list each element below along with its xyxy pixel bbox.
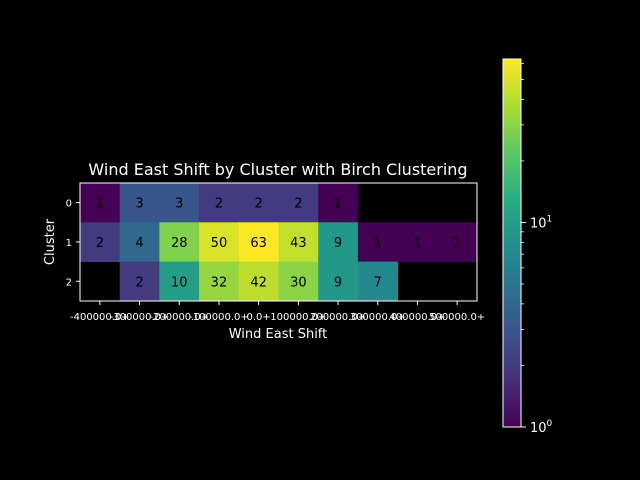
x-tick-label: -100000.0+ bbox=[189, 312, 249, 323]
x-tick-label: 300000.0+ bbox=[350, 312, 406, 323]
colorbar-ticks: 100 101 bbox=[521, 62, 553, 436]
cell-value-label: 2 bbox=[96, 236, 104, 251]
cell-value-label: 3 bbox=[135, 197, 143, 212]
heatmap-cell-0-2 bbox=[159, 183, 200, 223]
cell-value-label: 4 bbox=[135, 236, 143, 251]
heatmap-cell-0-1 bbox=[119, 183, 160, 223]
heatmap-cell-2-1 bbox=[119, 261, 160, 302]
colorbar: 100 101 bbox=[502, 58, 553, 436]
x-tick-label: 100000.0+ bbox=[270, 312, 326, 323]
heatmap-cell-0-4 bbox=[238, 183, 279, 223]
y-axis-ticks: 0 1 2 bbox=[66, 199, 80, 288]
x-tick-label: -300000.0+ bbox=[110, 312, 170, 323]
heatmap-cell-0-0 bbox=[80, 183, 121, 223]
cell-value-label: 9 bbox=[334, 236, 342, 251]
cell-value-label: 50 bbox=[211, 236, 228, 251]
x-tick-label: -200000.0+ bbox=[149, 312, 209, 323]
heatmap-cell-1-4 bbox=[238, 222, 279, 263]
cell-value-label: 1 bbox=[413, 236, 421, 251]
cell-value-label: 10 bbox=[171, 275, 188, 290]
heatmap-cell-1-2 bbox=[159, 222, 200, 263]
heatmap-cell-1-1 bbox=[119, 222, 160, 263]
cell-value-label: 1 bbox=[374, 236, 382, 251]
heatmap-plot: 1 3 3 2 2 2 12 4 28 50 63 43 9 1 1 12 10 32 42 30 9 7 bbox=[80, 183, 478, 302]
heatmap-cell-2-6 bbox=[318, 261, 359, 302]
chart-title: Wind East Shift by Cluster with Birch Cl… bbox=[88, 160, 467, 179]
heatmap-cell-1-9 bbox=[437, 222, 478, 263]
colorbar-gradient bbox=[502, 58, 522, 428]
x-tick-label: -400000.0+ bbox=[70, 312, 130, 323]
heatmap-cell-1-5 bbox=[278, 222, 319, 263]
heatmap-cell-0-6 bbox=[318, 183, 359, 223]
cell-value-label: 42 bbox=[250, 275, 267, 290]
cell-value-label: 9 bbox=[334, 275, 342, 290]
x-tick-label: 200000.0+ bbox=[310, 312, 366, 323]
heatmap-cell-2-5 bbox=[278, 261, 319, 302]
cell-value-label: 28 bbox=[171, 236, 188, 251]
colorbar-tick-label: 100 bbox=[530, 419, 553, 436]
cell-value-label: 2 bbox=[255, 197, 263, 212]
heatmap-cell-1-8 bbox=[397, 222, 438, 263]
heatmap-cell-1-7 bbox=[357, 222, 399, 263]
cell-value-label: 63 bbox=[250, 236, 267, 251]
heatmap-cell-1-0 bbox=[80, 222, 121, 263]
heatmap-cell-0-3 bbox=[199, 183, 240, 223]
heatmap-cell-2-7 bbox=[357, 261, 399, 302]
y-tick-label: 1 bbox=[66, 238, 72, 249]
y-tick-label: 0 bbox=[66, 199, 72, 210]
x-tick-label: 500000.0+ bbox=[429, 312, 485, 323]
x-tick-label: 0.0+ bbox=[247, 312, 271, 323]
y-axis-label: Cluster bbox=[43, 218, 58, 265]
cell-value-label: 1 bbox=[334, 197, 342, 212]
y-tick-label: 2 bbox=[66, 277, 72, 288]
cell-value-label: 2 bbox=[215, 197, 223, 212]
cell-value-label: 43 bbox=[290, 236, 307, 251]
cell-value-label: 2 bbox=[135, 275, 143, 290]
x-axis-ticks: -400000.0+-300000.0+-200000.0+-100000.0+… bbox=[70, 301, 485, 323]
heatmap-cell-2-2 bbox=[159, 261, 200, 302]
heatmap-cell-2-4 bbox=[238, 261, 279, 302]
heatmap-cell-1-6 bbox=[318, 222, 359, 263]
heatmap-cell-2-3 bbox=[199, 261, 240, 302]
heatmap-cell-0-5 bbox=[278, 183, 319, 223]
colorbar-tick-label: 101 bbox=[530, 214, 552, 231]
x-axis-label: Wind East Shift bbox=[229, 327, 328, 342]
cell-value-label: 32 bbox=[211, 275, 228, 290]
cell-value-label: 1 bbox=[96, 197, 104, 212]
cell-value-label: 7 bbox=[374, 275, 382, 290]
cell-value-label: 2 bbox=[294, 197, 302, 212]
cell-value-label: 1 bbox=[453, 236, 461, 251]
cell-value-label: 3 bbox=[175, 197, 183, 212]
cell-value-label: 30 bbox=[290, 275, 307, 290]
heatmap-cell-1-3 bbox=[199, 222, 240, 263]
x-tick-label: 400000.0+ bbox=[389, 312, 445, 323]
